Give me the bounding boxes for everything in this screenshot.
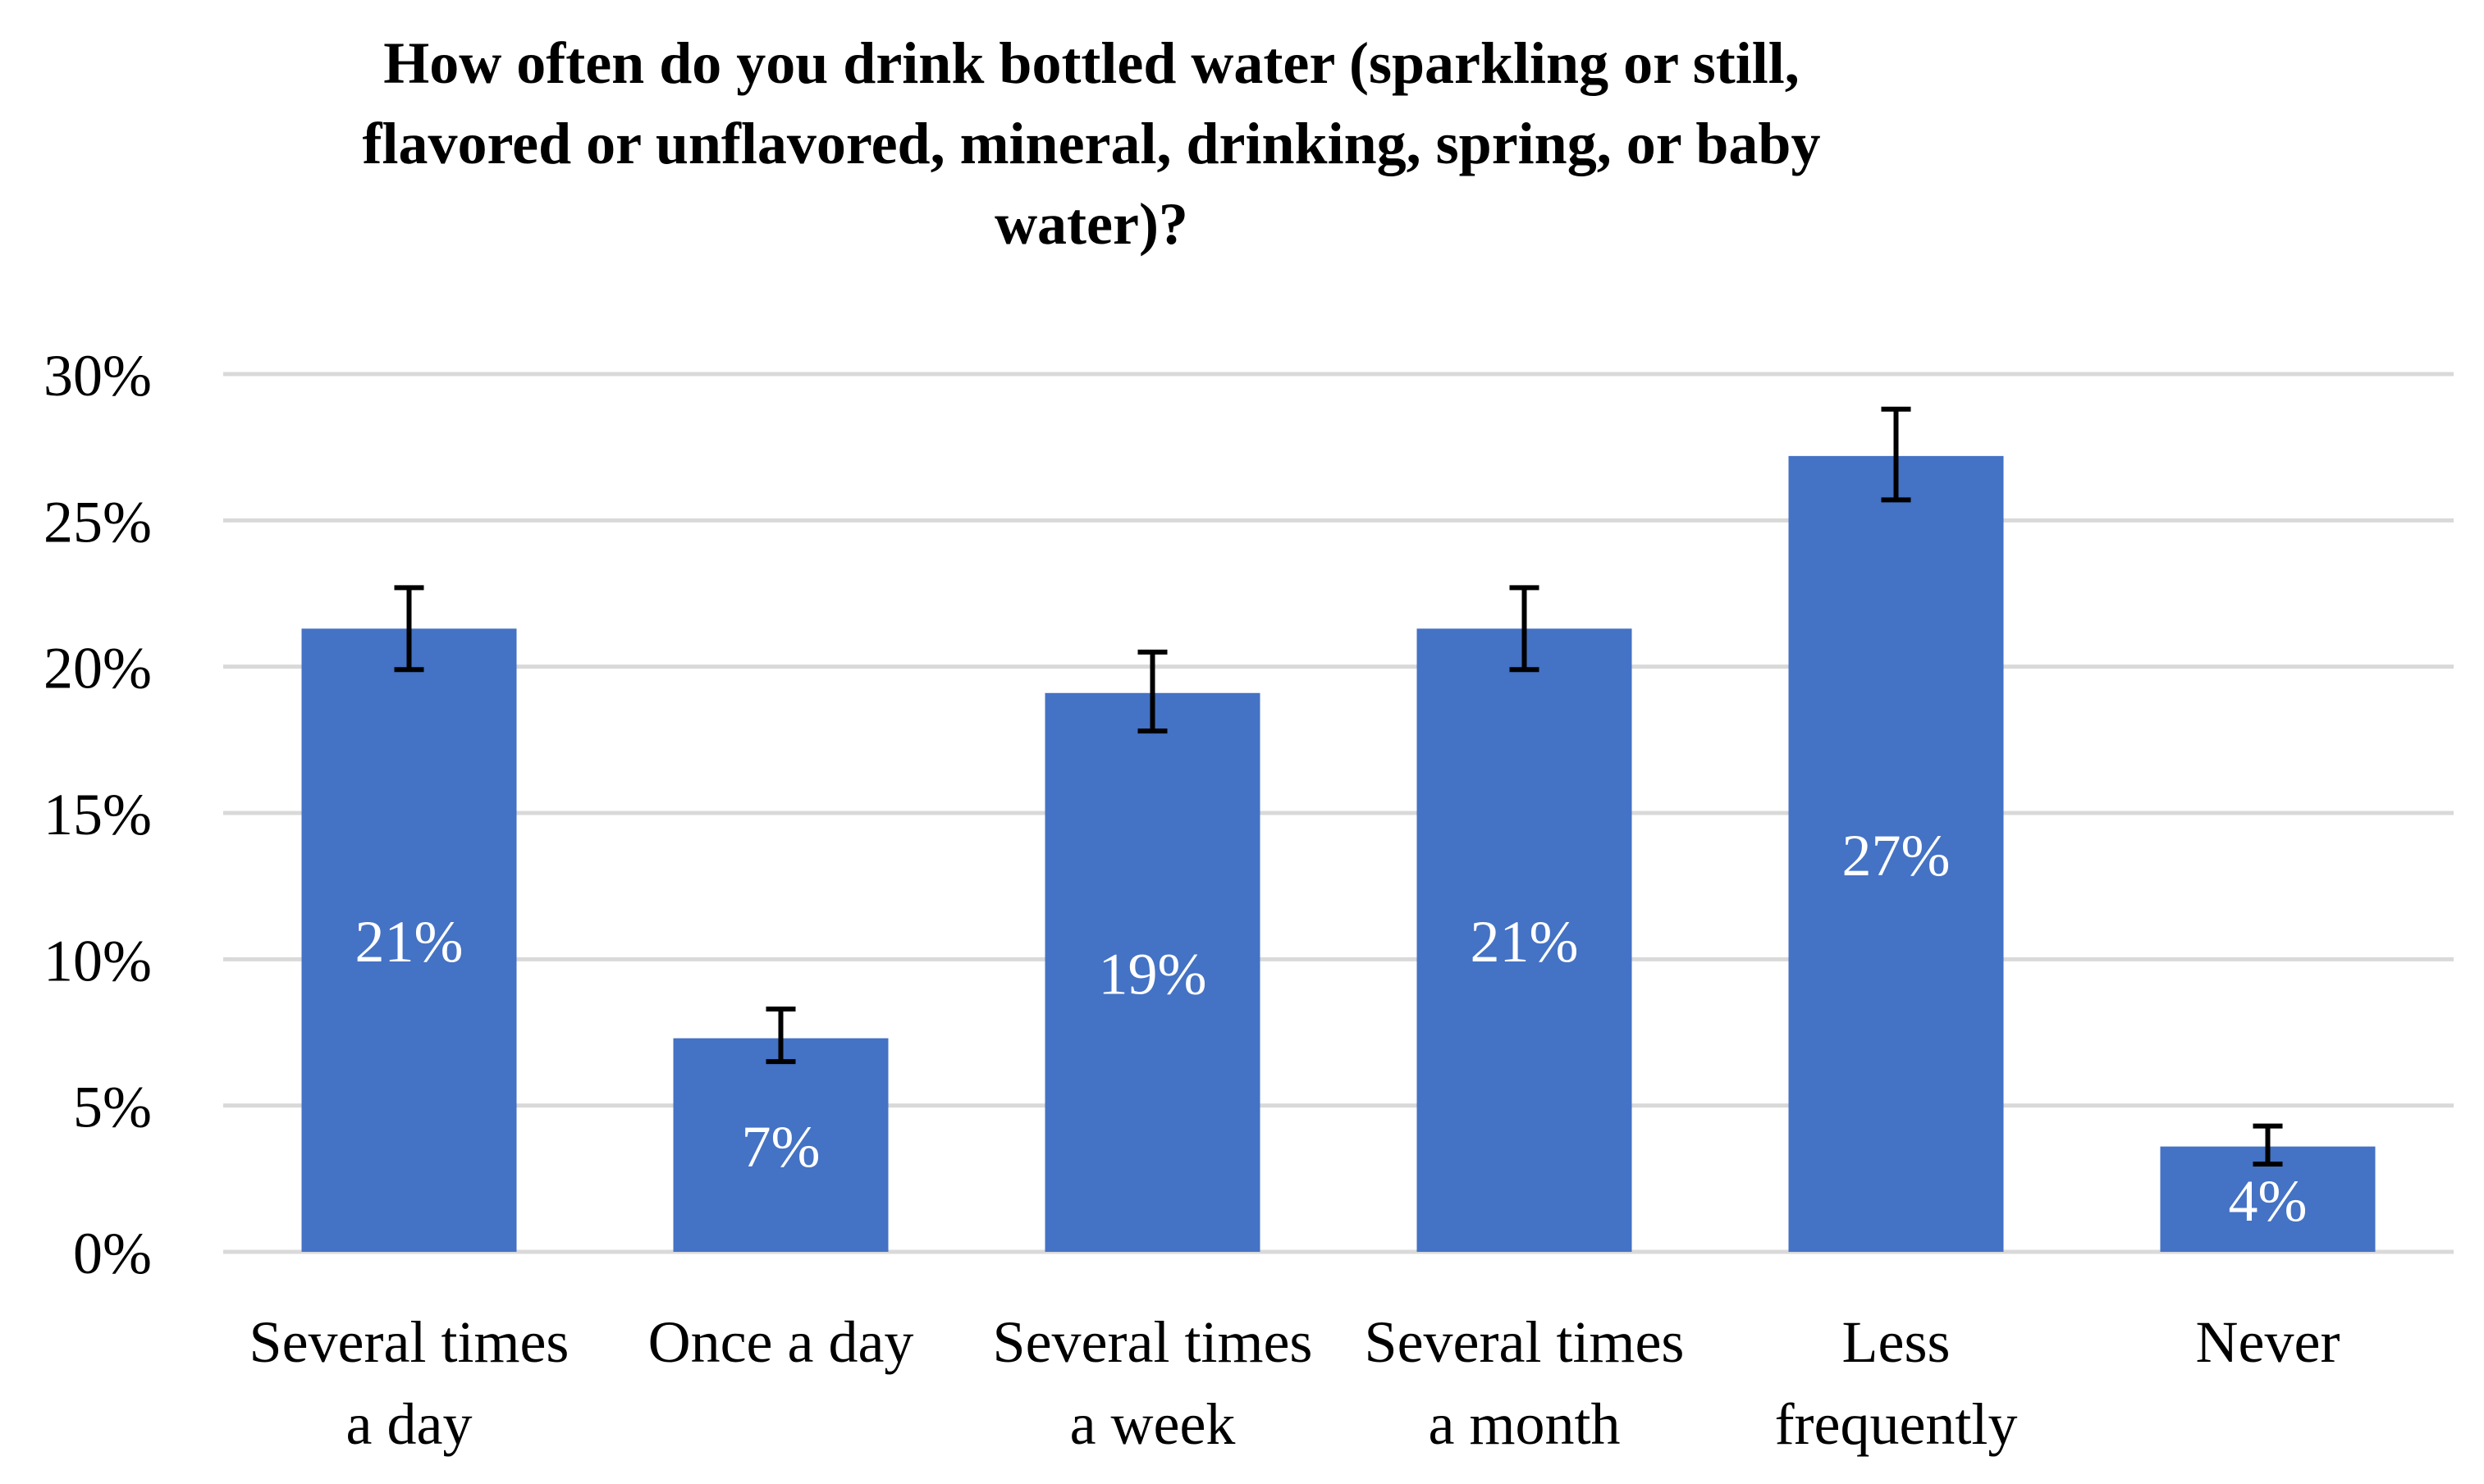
error-bar [1881, 406, 1911, 503]
y-tick-label: 15% [43, 782, 152, 847]
x-tick-label: frequently [1775, 1391, 2018, 1457]
x-tick-label: a day [346, 1391, 473, 1457]
x-axis-tick-labels: Several times a day Once a day Several time… [249, 1309, 2340, 1457]
bar [301, 628, 517, 1252]
error-bar [766, 1006, 796, 1065]
x-tick-label: a month [1429, 1391, 1621, 1457]
bar [1045, 692, 1260, 1252]
x-tick-label: a week [1070, 1391, 1236, 1457]
x-tick-label: Never [2196, 1309, 2340, 1375]
x-tick-label: Several times [993, 1309, 1313, 1375]
gridlines [223, 372, 2454, 1254]
y-axis-tick-labels: 0% 5% 10% 15% 20% 25% 30% [43, 343, 152, 1286]
data-labels: 21% 7% 19% 21% 27% 4% [355, 823, 2308, 1234]
error-bar [1137, 649, 1168, 734]
data-label: 19% [1099, 941, 1207, 1007]
y-tick-label: 0% [73, 1221, 152, 1286]
x-tick-label: Once a day [648, 1309, 914, 1375]
x-tick-label: Several times [1365, 1309, 1685, 1375]
x-tick-label: Several times [249, 1309, 570, 1375]
error-bars [394, 406, 2283, 1167]
data-label: 21% [1471, 909, 1579, 975]
bar [673, 1038, 889, 1252]
y-tick-label: 10% [43, 928, 152, 993]
chart-title-line: water)? [995, 191, 1188, 257]
y-tick-label: 20% [43, 636, 152, 701]
chart-title-line: flavored or unflavored, mineral, drinkin… [362, 111, 1821, 176]
y-tick-label: 25% [43, 489, 152, 555]
error-bar [394, 585, 424, 673]
y-tick-label: 30% [43, 343, 152, 409]
error-bar [1509, 585, 1539, 673]
y-tick-label: 5% [73, 1075, 152, 1140]
data-label: 27% [1842, 823, 1951, 888]
bars [301, 455, 2376, 1252]
bar [1788, 455, 2004, 1252]
chart-title: How often do you drink bottled water (sp… [246, 23, 1937, 264]
x-tick-label: Less [1842, 1309, 1951, 1375]
error-bar [2253, 1123, 2283, 1167]
data-label: 4% [2229, 1168, 2308, 1234]
chart-title-line: How often do you drink bottled water (sp… [383, 30, 1800, 96]
data-label: 7% [742, 1114, 821, 1180]
bar [1416, 628, 1632, 1252]
data-label: 21% [355, 909, 464, 975]
